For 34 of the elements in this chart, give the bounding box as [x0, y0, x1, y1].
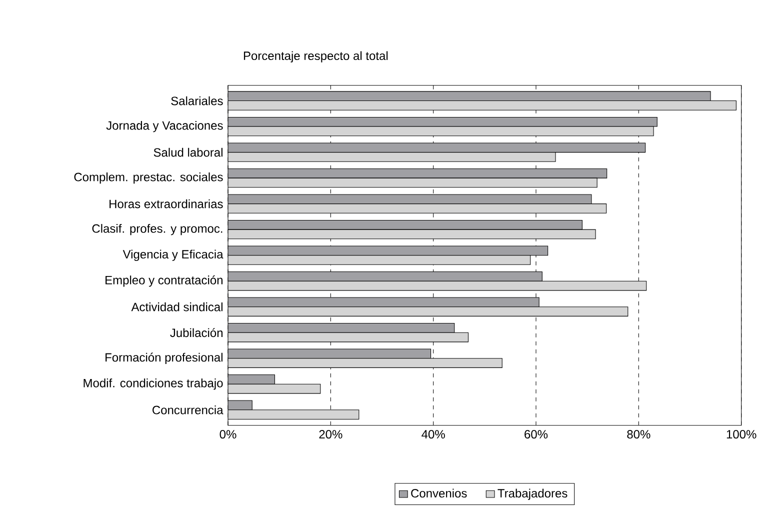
bar	[228, 348, 432, 359]
bar	[228, 246, 548, 256]
legend-label: Trabajadores	[498, 488, 568, 500]
y-tick-label: Actividad sindical	[131, 302, 222, 312]
x-tick-label: 60%	[524, 430, 548, 439]
bar	[228, 374, 275, 385]
y-tick-label: Complem. prestac. sociales	[74, 172, 223, 184]
bar	[228, 194, 592, 204]
bar	[228, 323, 455, 334]
bar	[228, 91, 711, 102]
x-tick-label: 80%	[627, 430, 650, 439]
bar	[228, 142, 646, 153]
y-tick-label: Horas extraordinarias	[110, 200, 223, 208]
x-tick-label: 20%	[319, 430, 342, 439]
y-tick-label: Modif. condiciones trabajo	[84, 378, 223, 390]
bar	[228, 168, 608, 178]
x-tick-label: 100%	[726, 430, 756, 439]
y-tick-label: Concurrencia	[152, 406, 224, 414]
bar	[228, 220, 582, 230]
x-tick-label: 40%	[422, 430, 445, 439]
bar	[228, 297, 540, 308]
y-tick-label: Salud laboral	[154, 148, 222, 157]
x-tick-label: 0%	[220, 430, 236, 439]
y-tick-label: Vigencia y Eficacia	[122, 250, 224, 262]
y-tick-label: Salariales	[171, 96, 223, 106]
bar	[228, 272, 542, 282]
legend-label: Convenios	[411, 488, 467, 498]
bar	[228, 117, 658, 127]
y-tick-label: Jornada y Vacaciones	[106, 121, 223, 132]
chart-title: Porcentaje respecto al total	[244, 51, 388, 63]
y-tick-label: Empleo y contratación	[106, 276, 222, 287]
y-tick-label: Formación profesional	[106, 352, 222, 364]
y-tick-label: Jubilación	[170, 328, 222, 338]
y-tick-label: Clasif. profes. y promoc.	[92, 224, 222, 236]
